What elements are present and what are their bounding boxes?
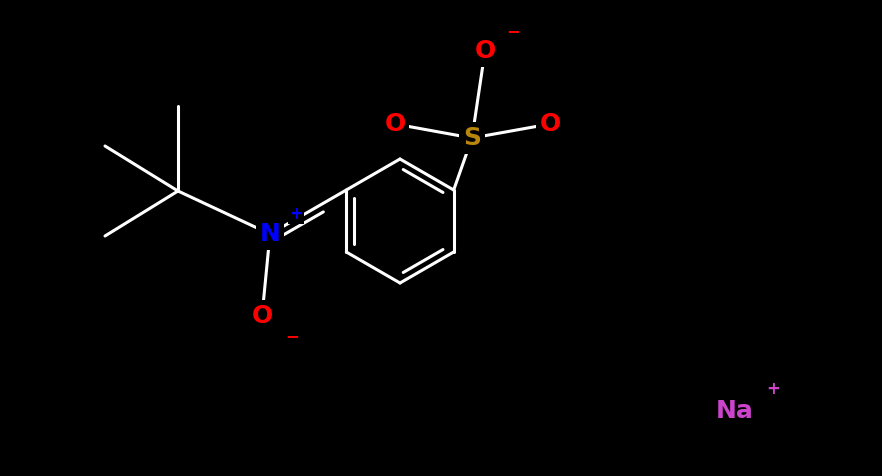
Text: −: −	[285, 327, 299, 345]
Text: O: O	[251, 304, 273, 328]
Text: Na: Na	[716, 399, 754, 423]
Text: O: O	[385, 112, 406, 136]
Text: +: +	[289, 205, 303, 223]
Text: N: N	[259, 222, 280, 246]
Text: −: −	[506, 22, 519, 40]
Text: O: O	[540, 112, 561, 136]
Text: +: +	[766, 380, 780, 398]
Text: O: O	[475, 39, 496, 63]
Text: S: S	[463, 126, 481, 150]
